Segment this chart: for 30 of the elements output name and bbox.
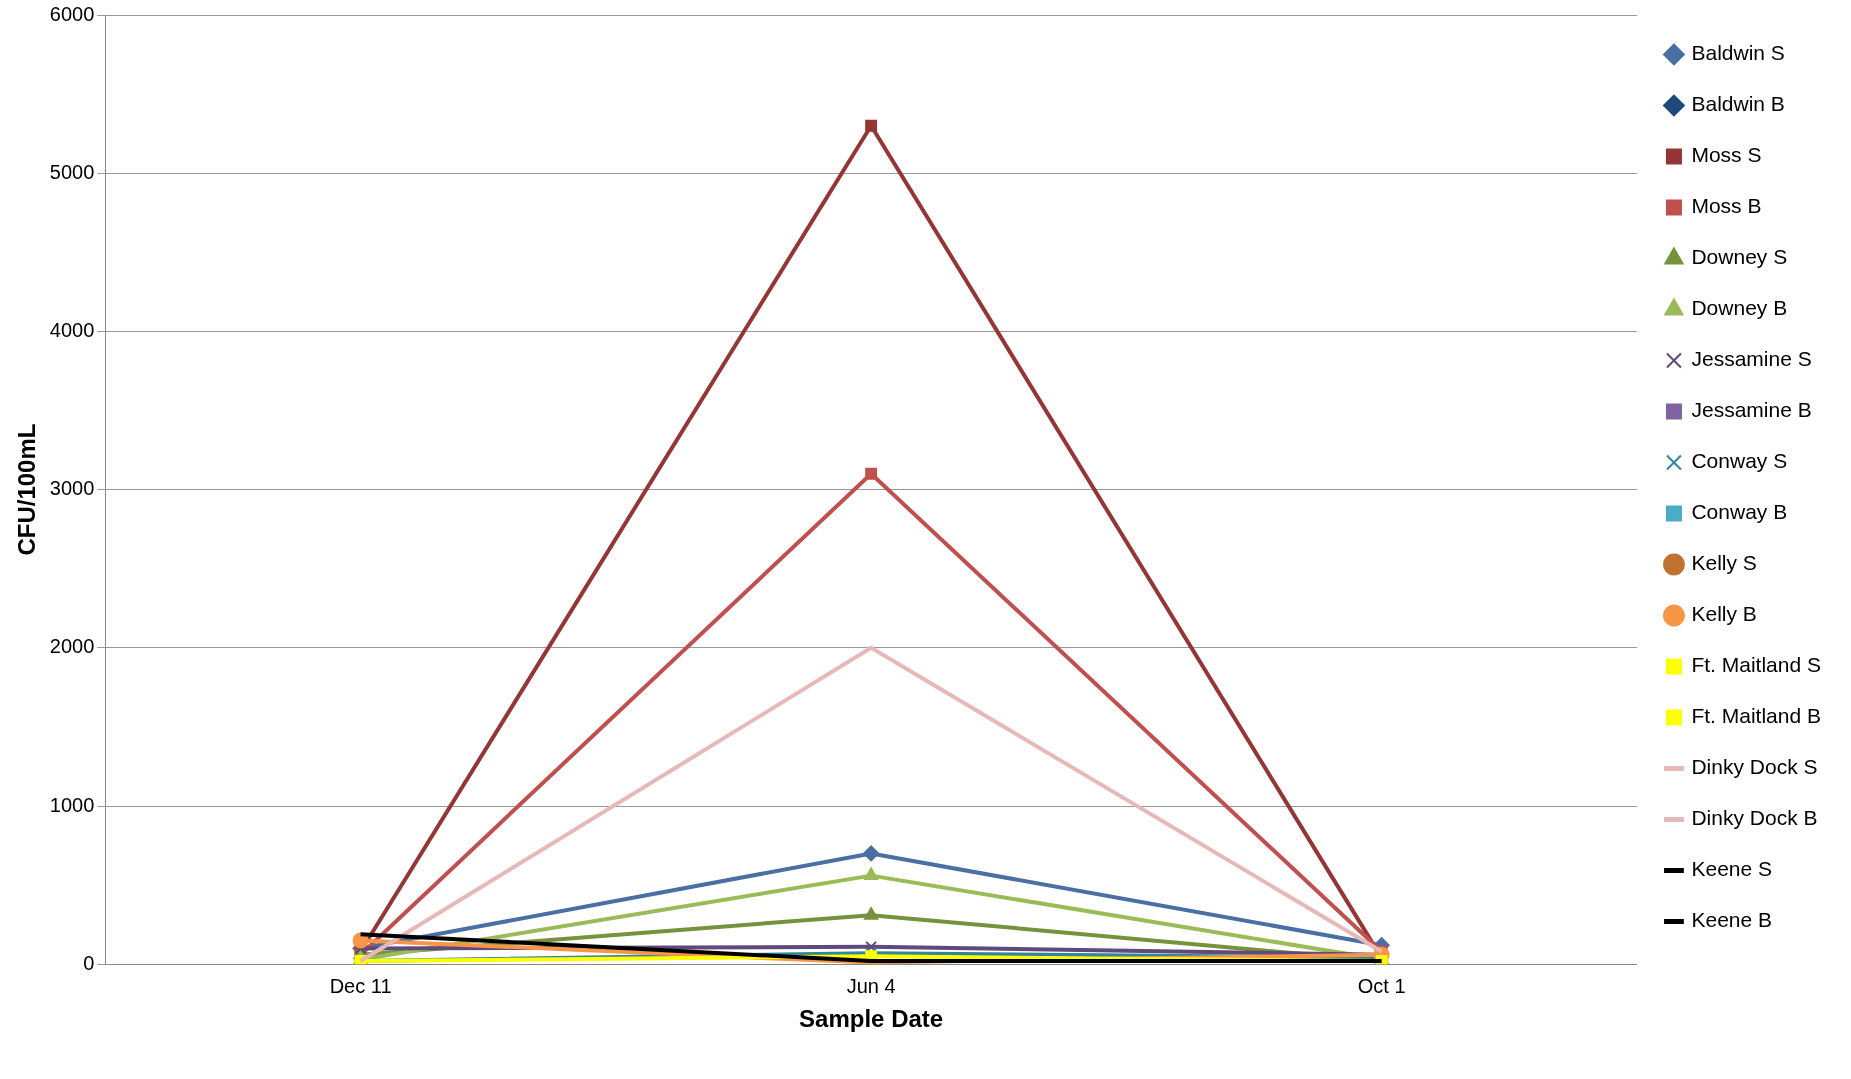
legend-label: Ft. Maitland S [1691, 653, 1822, 677]
legend-label: Jessamine B [1691, 398, 1812, 422]
x-tick-label: Oct 1 [1357, 974, 1406, 997]
legend-label: Downey B [1691, 296, 1788, 320]
legend-label: Ft. Maitland B [1691, 704, 1822, 728]
legend-label: Jessamine S [1691, 347, 1812, 371]
x-tick-label: Jun 4 [846, 974, 896, 997]
legend-label: Kelly S [1691, 551, 1757, 575]
y-tick-label: 5000 [49, 160, 95, 183]
y-tick-label: 6000 [49, 2, 95, 25]
y-tick-label: 1000 [49, 793, 95, 816]
legend-label: Moss B [1691, 194, 1762, 218]
y-tick-label: 4000 [49, 318, 95, 341]
y-tick-label: 2000 [49, 635, 95, 658]
legend-label: Dinky Dock B [1691, 806, 1818, 830]
legend-label: Keene S [1691, 857, 1773, 881]
y-axis-title: CFU/100mL [13, 423, 41, 556]
legend-label: Moss S [1691, 143, 1762, 167]
legend-label: Baldwin S [1691, 41, 1785, 65]
x-axis-title: Sample Date [799, 1005, 944, 1033]
y-tick-label: 3000 [49, 477, 95, 500]
legend-label: Baldwin B [1691, 92, 1785, 116]
legend-label: Dinky Dock S [1691, 755, 1818, 779]
y-tick-label: 0 [83, 951, 95, 974]
x-tick-label: Dec 11 [329, 974, 392, 997]
legend-label: Kelly B [1691, 602, 1757, 626]
legend-label: Conway B [1691, 500, 1788, 524]
legend-label: Downey S [1691, 245, 1788, 269]
legend-label: Keene B [1691, 908, 1773, 932]
legend-label: Conway S [1691, 449, 1788, 473]
